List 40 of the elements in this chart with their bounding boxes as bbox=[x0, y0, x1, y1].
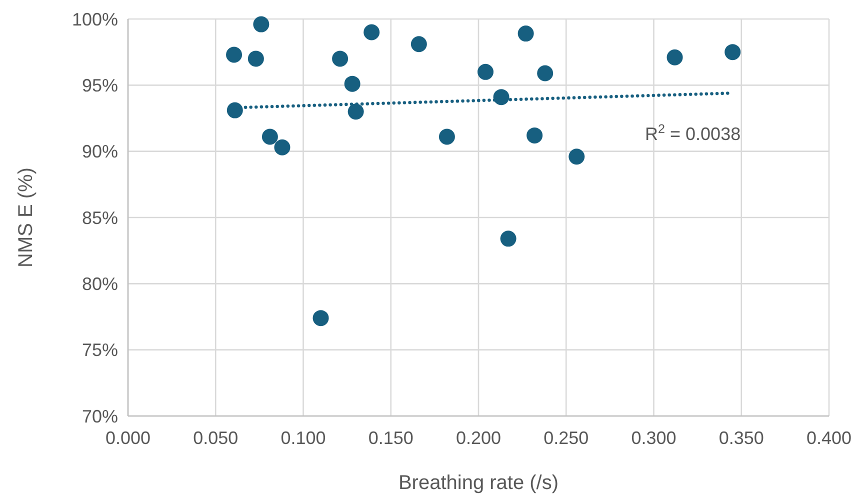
x-tick-label: 0.150 bbox=[368, 428, 414, 448]
point bbox=[312, 310, 329, 326]
point bbox=[248, 50, 264, 67]
point bbox=[226, 102, 243, 118]
point bbox=[262, 128, 278, 145]
point bbox=[724, 44, 741, 60]
y-tick-label: 90% bbox=[82, 142, 118, 162]
y-tick-label: 70% bbox=[82, 406, 118, 426]
point bbox=[568, 148, 585, 165]
x-tick-label: 0.000 bbox=[105, 428, 151, 448]
x-tick-label: 0.350 bbox=[718, 428, 764, 448]
y-tick-label: 75% bbox=[82, 340, 118, 360]
x-tick-label: 0.050 bbox=[193, 428, 238, 448]
point bbox=[348, 104, 364, 120]
point bbox=[537, 65, 554, 82]
point bbox=[518, 26, 534, 42]
point bbox=[364, 24, 380, 40]
point bbox=[478, 64, 494, 80]
annotation: R$^{2}$ = 0.0038 bbox=[645, 122, 741, 144]
x-tick-label: 0.300 bbox=[631, 428, 676, 448]
point bbox=[332, 50, 348, 67]
point bbox=[253, 16, 270, 32]
point bbox=[666, 49, 683, 66]
y-tick-label: 100% bbox=[72, 9, 118, 30]
point bbox=[526, 127, 543, 144]
y-axis-title: NMS E (%) bbox=[15, 168, 37, 268]
point bbox=[344, 76, 360, 92]
x-tick-label: 0.250 bbox=[544, 428, 589, 448]
point bbox=[274, 139, 290, 156]
point bbox=[410, 36, 427, 52]
point bbox=[226, 46, 242, 63]
y-tick-label: 80% bbox=[82, 274, 118, 294]
y-tick-label: 95% bbox=[82, 75, 118, 96]
x-axis-title: Breathing rate (/s) bbox=[398, 472, 559, 494]
point bbox=[500, 230, 516, 247]
x-tick-label: 0.200 bbox=[456, 428, 502, 448]
y-tick-label: 85% bbox=[82, 208, 118, 228]
point bbox=[438, 128, 455, 145]
x-tick-label: 0.100 bbox=[280, 428, 326, 448]
x-tick-label: 0.400 bbox=[806, 428, 852, 448]
